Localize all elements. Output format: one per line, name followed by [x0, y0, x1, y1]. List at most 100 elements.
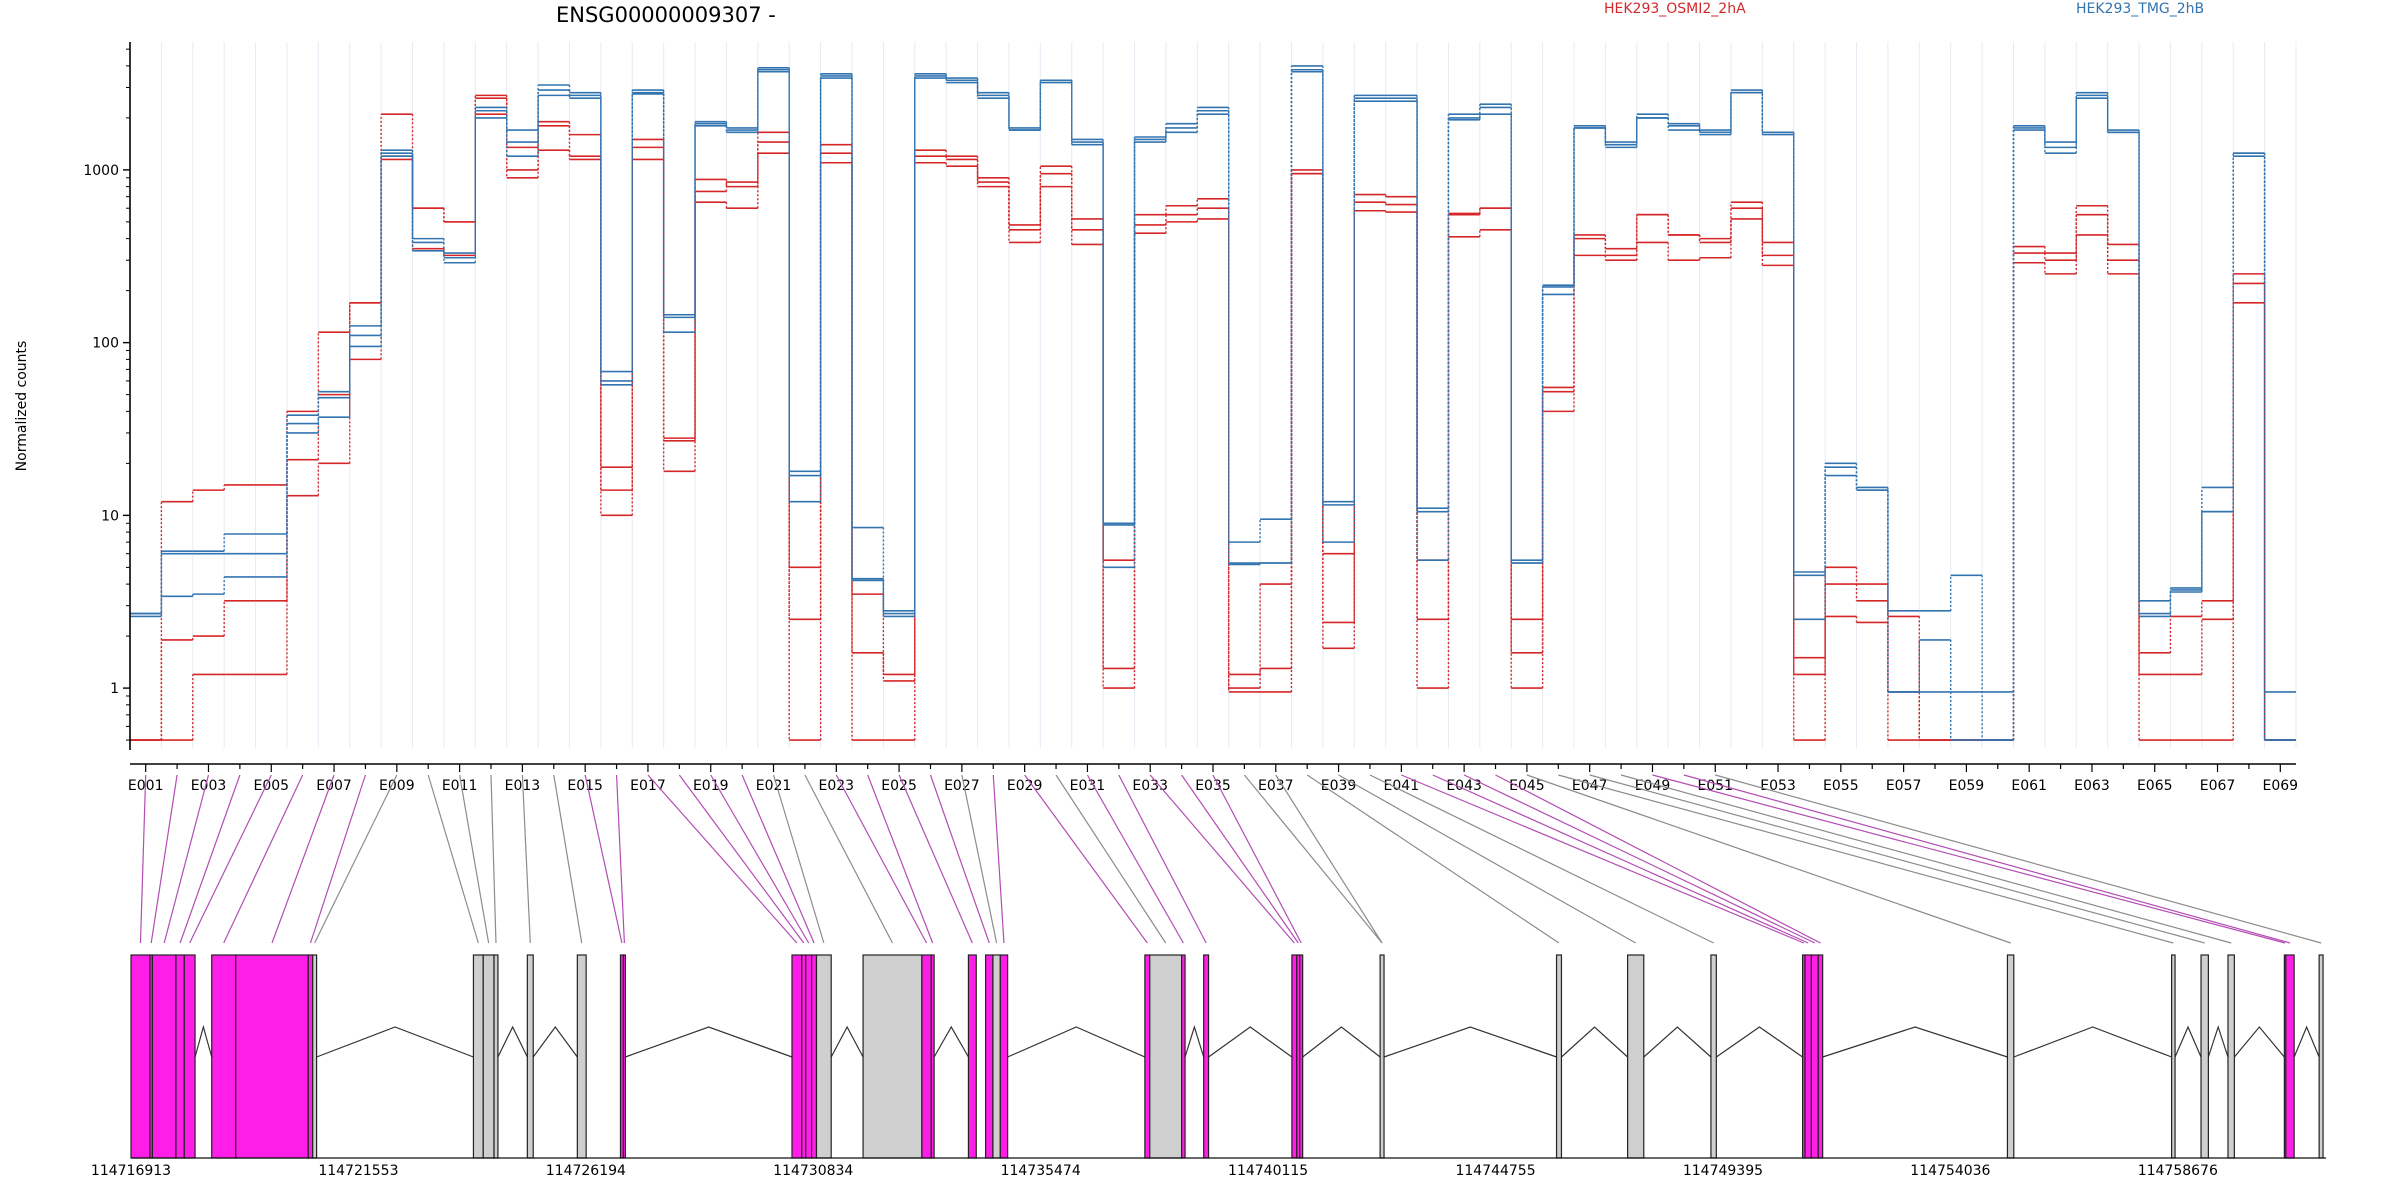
y-tick-label: 1000: [83, 163, 119, 179]
genomic-tick-label: 114726194: [546, 1163, 626, 1179]
series-tmg-4: [130, 68, 2296, 741]
y-axis-label: Normalized counts: [14, 341, 30, 472]
connector-E042: [1432, 774, 1809, 944]
connector-E019: [710, 774, 810, 944]
connector-E001: [139, 774, 147, 944]
x-tick-label: E019: [693, 778, 729, 794]
exon-block: [1710, 954, 1717, 1159]
connector-E039: [1338, 774, 1636, 944]
exon-block: [1379, 954, 1385, 1159]
connector-E002: [150, 774, 178, 944]
intron-line: [933, 1025, 969, 1058]
x-tick-label: E041: [1384, 778, 1420, 794]
exon-block: [1144, 954, 1151, 1159]
plot-axes: 1101001000E001E003E005E007E009E011E013E0…: [83, 42, 2298, 794]
intron-line: [2293, 1025, 2320, 1058]
intron-line: [1184, 1024, 1205, 1058]
connector-E009: [314, 774, 398, 944]
intron-line: [1383, 1026, 1557, 1058]
connector-E003: [163, 774, 210, 944]
connector-E036: [1243, 774, 1383, 944]
x-tick-label: E055: [1823, 778, 1859, 794]
connector-E010: [427, 774, 479, 944]
y-tick-label: 100: [92, 336, 119, 352]
connector-E041: [1401, 774, 1805, 944]
genomic-tick-label: 114721553: [318, 1163, 398, 1179]
exon-block: [1291, 954, 1298, 1159]
genomic-tick-label: 114730834: [773, 1163, 853, 1179]
exon-block: [482, 954, 495, 1159]
connector-E023: [835, 774, 928, 944]
intron-line: [1302, 1026, 1381, 1058]
connector-E047: [1589, 774, 2205, 944]
exon-block: [810, 954, 818, 1159]
x-tick-label: E053: [1760, 778, 1796, 794]
connector-E005: [189, 774, 272, 944]
exon-block: [2171, 954, 2176, 1159]
connector-E050: [1683, 774, 2291, 944]
exon-block: [1149, 954, 1183, 1159]
chart-title: ENSG00000009307 -: [556, 3, 776, 27]
genomic-tick-label: 114740115: [1228, 1163, 1308, 1179]
x-tick-label: E033: [1132, 778, 1168, 794]
intron-line: [1561, 1026, 1629, 1058]
x-tick-label: E035: [1195, 778, 1231, 794]
legend-label-tmg: HEK293_TMG_2hB: [2076, 1, 2204, 17]
y-tick-label: 1: [110, 681, 119, 697]
exon-block: [493, 954, 499, 1159]
connector-E034: [1181, 774, 1299, 944]
connector-E021: [772, 774, 825, 944]
exon-block: [151, 954, 177, 1159]
connector-E016: [615, 774, 625, 944]
exon-block: [2227, 954, 2235, 1159]
exon-block: [175, 954, 185, 1159]
connector-E014: [553, 774, 583, 944]
x-tick-label: E025: [881, 778, 917, 794]
x-tick-label: E017: [630, 778, 666, 794]
series-tmg-3: [130, 70, 2296, 741]
x-tick-label: E003: [191, 778, 227, 794]
exon-block: [622, 954, 627, 1159]
genomic-tick-label: 114716913: [91, 1163, 171, 1179]
genomic-tick-label: 114735474: [1001, 1163, 1081, 1179]
connector-E044: [1495, 774, 1821, 944]
exon-block: [1804, 954, 1812, 1159]
exon-block: [1203, 954, 1210, 1159]
intron-line: [2233, 1026, 2285, 1058]
x-tick-label: E057: [1886, 778, 1922, 794]
connector-E048: [1620, 774, 2232, 944]
exon-block: [805, 954, 813, 1159]
connector-E008: [309, 774, 367, 944]
genomic-tick-label: 114749395: [1683, 1163, 1763, 1179]
connector-E040: [1369, 774, 1714, 944]
x-tick-label: E063: [2074, 778, 2110, 794]
exon-block: [472, 954, 484, 1159]
x-tick-label: E059: [1949, 778, 1985, 794]
connector-E029: [1024, 774, 1148, 944]
connector-E024: [867, 774, 934, 944]
intron-line: [497, 1025, 528, 1058]
genomic-axis: 114716913 114721553 114726194 114730834 1147…: [91, 1163, 2218, 1179]
exon-block: [930, 954, 935, 1159]
exon-block: [183, 954, 196, 1159]
x-tick-label: E045: [1509, 778, 1545, 794]
connector-E022: [804, 774, 893, 944]
exon-block: [862, 954, 923, 1159]
x-tick-label: E047: [1572, 778, 1608, 794]
exon-block: [1299, 954, 1304, 1159]
legend-label-osmi: HEK293_OSMI2_2hA: [1604, 1, 1746, 17]
intron-line: [1715, 1026, 1803, 1058]
connector-E007: [271, 774, 335, 944]
exon-block: [992, 954, 1001, 1159]
series-tmg-5: [130, 65, 2296, 741]
connector-E037: [1275, 774, 1383, 944]
intron-line: [625, 1026, 793, 1058]
intron-line: [532, 1025, 578, 1058]
x-tick-label: E023: [819, 778, 855, 794]
exon-block: [307, 954, 314, 1159]
intron-line: [1007, 1026, 1146, 1058]
exon-block: [130, 954, 151, 1159]
connector-E020: [741, 774, 815, 944]
plot-series: [130, 65, 2296, 741]
